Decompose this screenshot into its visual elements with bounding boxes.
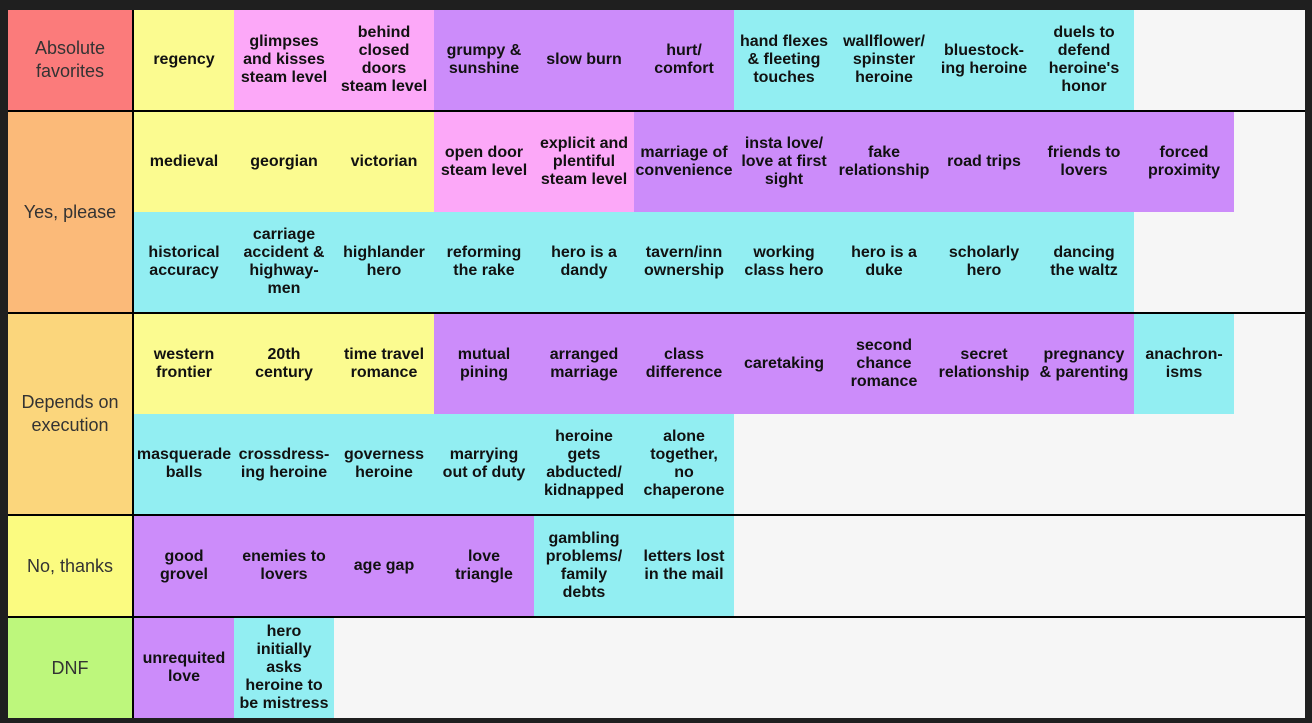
tier-item-card[interactable]: hand flexes & fleeting touches — [734, 10, 834, 110]
tier-item-card[interactable]: hero initially asks heroine to be mistre… — [234, 618, 334, 718]
tier-items-dropzone[interactable]: regency glimpses and kisses steam level be… — [134, 10, 1305, 110]
tier-item-card[interactable]: duels to defend heroine's honor — [1034, 10, 1134, 110]
tier-item-card[interactable]: hero is a duke — [834, 212, 934, 312]
tier-item-card[interactable]: working class hero — [734, 212, 834, 312]
tier-items-dropzone[interactable]: good grovel enemies to lovers age gap love … — [134, 516, 1305, 616]
tier-label: Yes, please — [8, 112, 132, 312]
tier-item-card[interactable]: fake relationship — [834, 112, 934, 212]
tier-item-card[interactable]: historical accuracy — [134, 212, 234, 312]
tier-item-card[interactable]: arranged marriage — [534, 314, 634, 414]
tier-item-card[interactable]: crossdress- ing heroine — [234, 414, 334, 514]
tier-item-card[interactable]: glimpses and kisses steam level — [234, 10, 334, 110]
tier-item-card[interactable]: age gap — [334, 516, 434, 616]
tier-item-card[interactable]: hurt/ comfort — [634, 10, 734, 110]
tier-item-card[interactable]: pregnancy & parenting — [1034, 314, 1134, 414]
tier-item-card[interactable]: marriage of convenience — [634, 112, 734, 212]
tier-item-card[interactable]: behind closed doors steam level — [334, 10, 434, 110]
tier-item-card[interactable]: friends to lovers — [1034, 112, 1134, 212]
tier-item-card[interactable]: open door steam level — [434, 112, 534, 212]
tier-item-card[interactable]: heroine gets abducted/ kidnapped — [534, 414, 634, 514]
tier-item-card[interactable]: georgian — [234, 112, 334, 212]
tier-label: No, thanks — [8, 516, 132, 616]
tier-item-card[interactable]: carriage accident & highway- men — [234, 212, 334, 312]
tier-items-dropzone[interactable]: western frontier 20th century time travel … — [134, 314, 1305, 514]
tier-item-card[interactable]: governess heroine — [334, 414, 434, 514]
tier-label: DNF — [8, 618, 132, 718]
tier-item-card[interactable]: marrying out of duty — [434, 414, 534, 514]
tier-item-card[interactable]: enemies to lovers — [234, 516, 334, 616]
tier-item-card[interactable]: wallflower/ spinster heroine — [834, 10, 934, 110]
tier-item-card[interactable]: reforming the rake — [434, 212, 534, 312]
tier-row: Yes, please medieval georgian victorian open… — [8, 112, 1305, 312]
tier-row: No, thanks good grovel enemies to lovers ag… — [8, 516, 1305, 616]
tier-item-card[interactable]: love triangle — [434, 516, 534, 616]
tier-items-dropzone[interactable]: medieval georgian victorian open door steam… — [134, 112, 1305, 312]
tier-items-dropzone[interactable]: unrequited love hero initially asks heroi… — [134, 618, 1305, 718]
tier-row: Absolute favorites regency glimpses and ki… — [8, 10, 1305, 110]
tier-item-card[interactable]: bluestock- ing heroine — [934, 10, 1034, 110]
tier-item-card[interactable]: unrequited love — [134, 618, 234, 718]
tier-item-card[interactable]: 20th century — [234, 314, 334, 414]
tier-item-card[interactable]: grumpy & sunshine — [434, 10, 534, 110]
tier-item-card[interactable]: caretaking — [734, 314, 834, 414]
tier-item-card[interactable]: gambling problems/ family debts — [534, 516, 634, 616]
tier-item-card[interactable]: explicit and plentiful steam level — [534, 112, 634, 212]
tier-item-card[interactable]: class difference — [634, 314, 734, 414]
tier-item-card[interactable]: time travel romance — [334, 314, 434, 414]
tier-item-card[interactable]: road trips — [934, 112, 1034, 212]
tier-item-card[interactable]: scholarly hero — [934, 212, 1034, 312]
tier-item-card[interactable]: regency — [134, 10, 234, 110]
tier-item-card[interactable]: secret relationship — [934, 314, 1034, 414]
tier-item-card[interactable]: insta love/ love at first sight — [734, 112, 834, 212]
tier-item-card[interactable]: mutual pining — [434, 314, 534, 414]
tier-item-card[interactable]: anachron- isms — [1134, 314, 1234, 414]
tier-label: Depends on execution — [8, 314, 132, 514]
tier-item-card[interactable]: second chance romance — [834, 314, 934, 414]
tier-item-card[interactable]: medieval — [134, 112, 234, 212]
tier-list: Absolute favorites regency glimpses and ki… — [8, 10, 1305, 718]
tier-item-card[interactable]: tavern/inn ownership — [634, 212, 734, 312]
tier-row: Depends on execution western frontier 20th… — [8, 314, 1305, 514]
tier-item-card[interactable]: dancing the waltz — [1034, 212, 1134, 312]
tier-item-card[interactable]: good grovel — [134, 516, 234, 616]
tier-item-card[interactable]: hero is a dandy — [534, 212, 634, 312]
tier-item-card[interactable]: victorian — [334, 112, 434, 212]
tier-item-card[interactable]: slow burn — [534, 10, 634, 110]
tier-item-card[interactable]: alone together, no chaperone — [634, 414, 734, 514]
tier-item-card[interactable]: forced proximity — [1134, 112, 1234, 212]
tier-item-card[interactable]: highlander hero — [334, 212, 434, 312]
tier-item-card[interactable]: western frontier — [134, 314, 234, 414]
tier-label: Absolute favorites — [8, 10, 132, 110]
tier-item-card[interactable]: letters lost in the mail — [634, 516, 734, 616]
tier-row: DNF unrequited love hero initially asks he… — [8, 618, 1305, 718]
tier-item-card[interactable]: masquerade balls — [134, 414, 234, 514]
